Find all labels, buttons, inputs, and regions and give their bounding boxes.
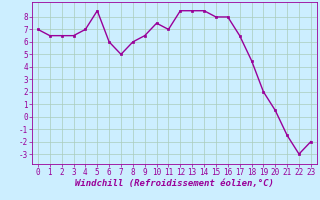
X-axis label: Windchill (Refroidissement éolien,°C): Windchill (Refroidissement éolien,°C)	[75, 179, 274, 188]
